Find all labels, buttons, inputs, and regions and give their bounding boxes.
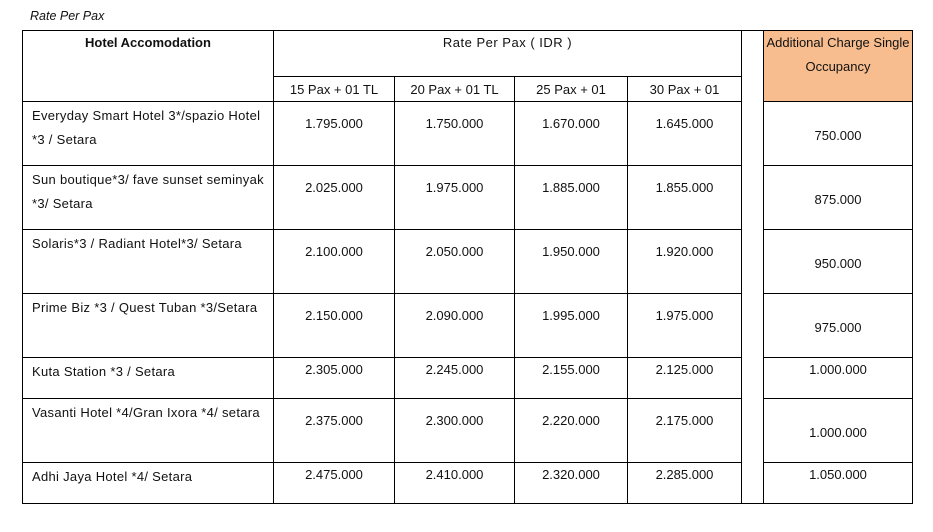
header-col-25pax: 25 Pax + 01 [514,76,628,102]
hotel-name: Everyday Smart Hotel 3*/spazio Hotel *3 … [22,101,274,166]
rate-cell: 1.795.000 [273,101,395,166]
table-row: Solaris*3 / Radiant Hotel*3/ Setara 2.100… [22,229,913,294]
table-row: Prime Biz *3 / Quest Tuban *3/Setara 2.15… [22,293,913,358]
header-col-30pax: 30 Pax + 01 [627,76,742,102]
table-row: Everyday Smart Hotel 3*/spazio Hotel *3 … [22,101,913,166]
rate-cell: 2.125.000 [627,357,742,399]
rate-table: Hotel Accomodation Rate Per Pax ( IDR ) … [22,30,913,504]
spacer-cell [741,398,764,463]
additional-charge-cell: 975.000 [763,293,913,358]
additional-charge-cell: 750.000 [763,101,913,166]
table-caption: Rate Per Pax [30,9,105,23]
spacer-cell [741,229,764,294]
rate-cell: 1.950.000 [514,229,628,294]
table-row: Adhi Jaya Hotel *4/ Setara 2.475.000 2.410… [22,462,913,504]
rate-cell: 2.320.000 [514,462,628,504]
hotel-name: Vasanti Hotel *4/Gran Ixora *4/ setara [22,398,274,463]
rate-cell: 1.645.000 [627,101,742,166]
header-col-15pax: 15 Pax + 01 TL [273,76,395,102]
additional-charge-cell: 1.000.000 [763,398,913,463]
header-col-20pax: 20 Pax + 01 TL [394,76,515,102]
spacer-cell [741,293,764,358]
rate-cell: 1.920.000 [627,229,742,294]
rate-cell: 1.885.000 [514,165,628,230]
additional-charge-cell: 950.000 [763,229,913,294]
spacer-cell [741,165,764,230]
hotel-name: Adhi Jaya Hotel *4/ Setara [22,462,274,504]
rate-cell: 2.100.000 [273,229,395,294]
rate-cell: 2.155.000 [514,357,628,399]
additional-charge-cell: 1.000.000 [763,357,913,399]
header-rate-group: Rate Per Pax ( IDR ) [273,30,742,77]
spacer-cell [741,101,764,166]
rate-cell: 1.670.000 [514,101,628,166]
table-row: Vasanti Hotel *4/Gran Ixora *4/ setara 2.… [22,398,913,463]
rate-cell: 2.025.000 [273,165,395,230]
table-row: Kuta Station *3 / Setara 2.305.000 2.245.0… [22,357,913,399]
header-hotel: Hotel Accomodation [22,30,274,102]
spacer-cell [741,357,764,399]
hotel-name: Sun boutique*3/ fave sunset seminyak *3/… [22,165,274,230]
rate-cell: 2.175.000 [627,398,742,463]
table-row: Sun boutique*3/ fave sunset seminyak *3/… [22,165,913,230]
rate-cell: 2.245.000 [394,357,515,399]
header-additional-charge: Additional Charge Single Occupancy [763,30,913,102]
spacer-column [741,30,764,102]
rate-cell: 2.090.000 [394,293,515,358]
additional-charge-cell: 875.000 [763,165,913,230]
additional-charge-cell: 1.050.000 [763,462,913,504]
rate-cell: 2.150.000 [273,293,395,358]
spacer-cell [741,462,764,504]
rate-cell: 2.305.000 [273,357,395,399]
hotel-name: Prime Biz *3 / Quest Tuban *3/Setara [22,293,274,358]
rate-cell: 2.475.000 [273,462,395,504]
rate-cell: 2.300.000 [394,398,515,463]
rate-cell: 1.855.000 [627,165,742,230]
rate-cell: 2.050.000 [394,229,515,294]
rate-cell: 1.995.000 [514,293,628,358]
hotel-name: Solaris*3 / Radiant Hotel*3/ Setara [22,229,274,294]
rate-cell: 1.975.000 [627,293,742,358]
rate-cell: 2.375.000 [273,398,395,463]
rate-cell: 2.285.000 [627,462,742,504]
rate-cell: 1.975.000 [394,165,515,230]
rate-cell: 1.750.000 [394,101,515,166]
hotel-name: Kuta Station *3 / Setara [22,357,274,399]
rate-cell: 2.220.000 [514,398,628,463]
rate-cell: 2.410.000 [394,462,515,504]
